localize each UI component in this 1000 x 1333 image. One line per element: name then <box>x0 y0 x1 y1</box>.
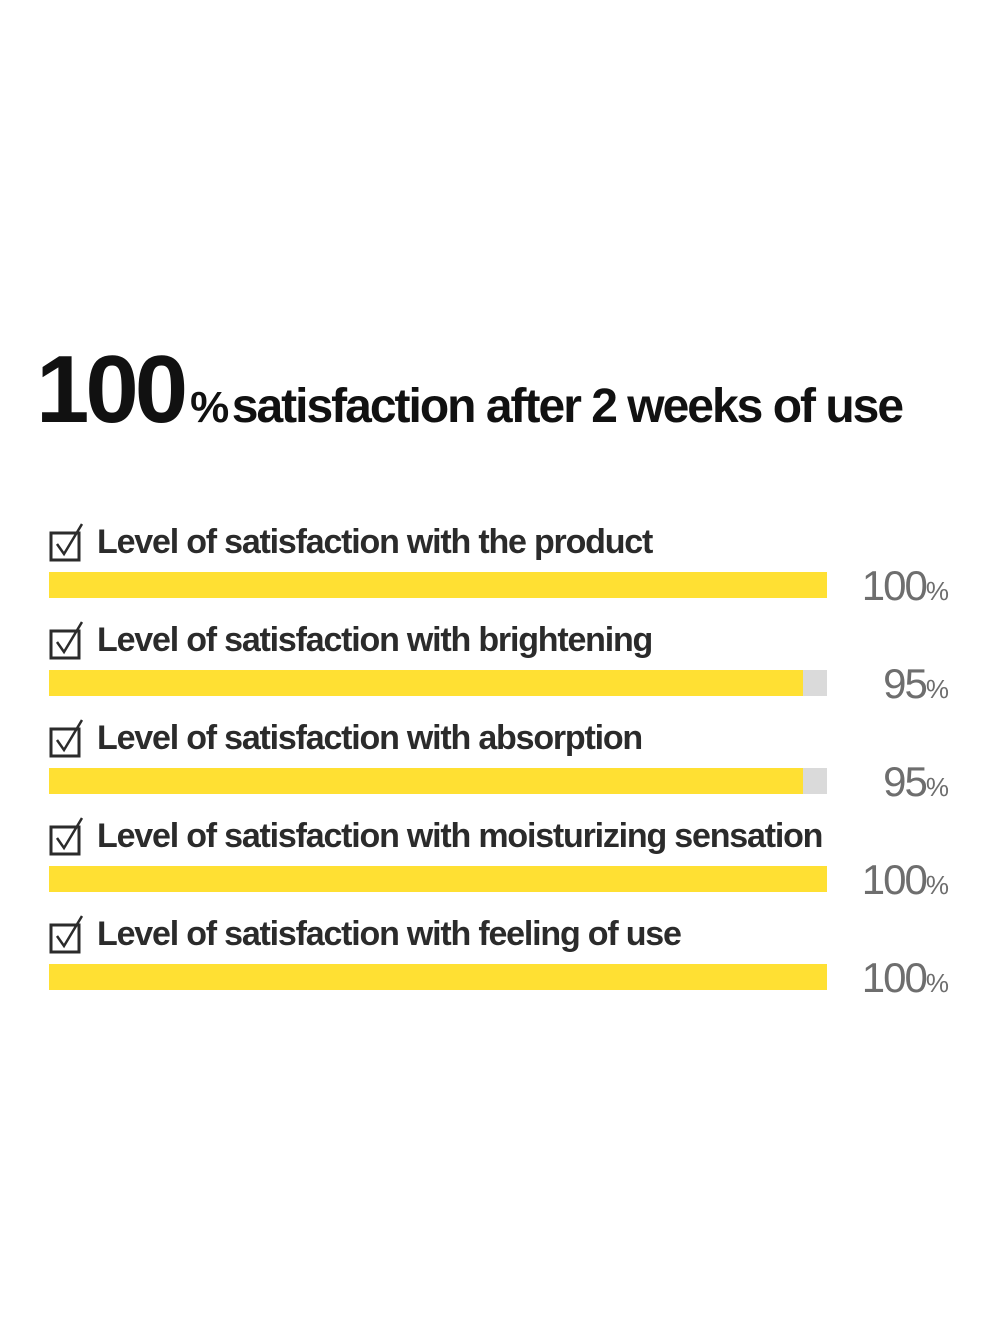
checkbox-checked-icon <box>49 719 83 758</box>
bar-value-number: 100 <box>861 562 928 609</box>
bar-fill <box>49 866 827 892</box>
bar-label-text: Level of satisfaction with the product <box>97 522 653 561</box>
bar-track <box>49 670 827 696</box>
checkbox-checked-icon <box>49 915 83 954</box>
bar-row: Level of satisfaction with the product 1… <box>49 520 949 618</box>
headline-text: satisfaction after 2 weeks of use <box>231 380 904 433</box>
bar-label: Level of satisfaction with the product <box>49 520 653 564</box>
bar-value-number: 100 <box>861 954 928 1001</box>
checkbox-checked-icon <box>49 817 83 856</box>
bar-value-number: 95 <box>883 758 928 805</box>
bar-value-number: 95 <box>883 660 928 707</box>
bar-value-unit: % <box>925 968 949 998</box>
bar-label-text: Level of satisfaction with absorption <box>97 718 643 757</box>
bar-label: Level of satisfaction with absorption <box>49 716 643 760</box>
checkbox-checked-icon <box>49 621 83 660</box>
bar-label-text: Level of satisfaction with brightening <box>97 620 653 659</box>
bar-label: Level of satisfaction with moisturizing … <box>49 814 823 858</box>
bar-row: Level of satisfaction with brightening 9… <box>49 618 949 716</box>
bar-value-unit: % <box>925 576 949 606</box>
bar-row: Level of satisfaction with feeling of us… <box>49 912 949 1010</box>
bar-row: Level of satisfaction with moisturizing … <box>49 814 949 912</box>
bar-row: Level of satisfaction with absorption 95… <box>49 716 949 814</box>
bar-track <box>49 768 827 794</box>
bar-value: 95% <box>883 660 949 708</box>
bar-track <box>49 964 827 990</box>
bar-value: 100% <box>862 562 949 610</box>
bar-track <box>49 572 827 598</box>
bar-label: Level of satisfaction with brightening <box>49 618 653 662</box>
bar-value: 100% <box>862 954 949 1002</box>
bar-value-unit: % <box>925 870 949 900</box>
bar-fill <box>49 768 803 794</box>
bar-value-number: 100 <box>861 856 928 903</box>
bar-label-text: Level of satisfaction with feeling of us… <box>97 914 682 953</box>
bar-track <box>49 866 827 892</box>
headline-number: 100 <box>36 336 188 443</box>
bar-label: Level of satisfaction with feeling of us… <box>49 912 682 956</box>
bar-value-unit: % <box>925 674 949 704</box>
headline-percent: % <box>190 383 229 432</box>
headline: 100% satisfaction after 2 weeks of use <box>36 335 904 445</box>
bar-value: 100% <box>862 856 949 904</box>
bar-fill <box>49 572 827 598</box>
bar-fill <box>49 964 827 990</box>
bar-value-unit: % <box>925 772 949 802</box>
bar-label-text: Level of satisfaction with moisturizing … <box>97 816 823 855</box>
bar-value: 95% <box>883 758 949 806</box>
bar-fill <box>49 670 803 696</box>
checkbox-checked-icon <box>49 523 83 562</box>
